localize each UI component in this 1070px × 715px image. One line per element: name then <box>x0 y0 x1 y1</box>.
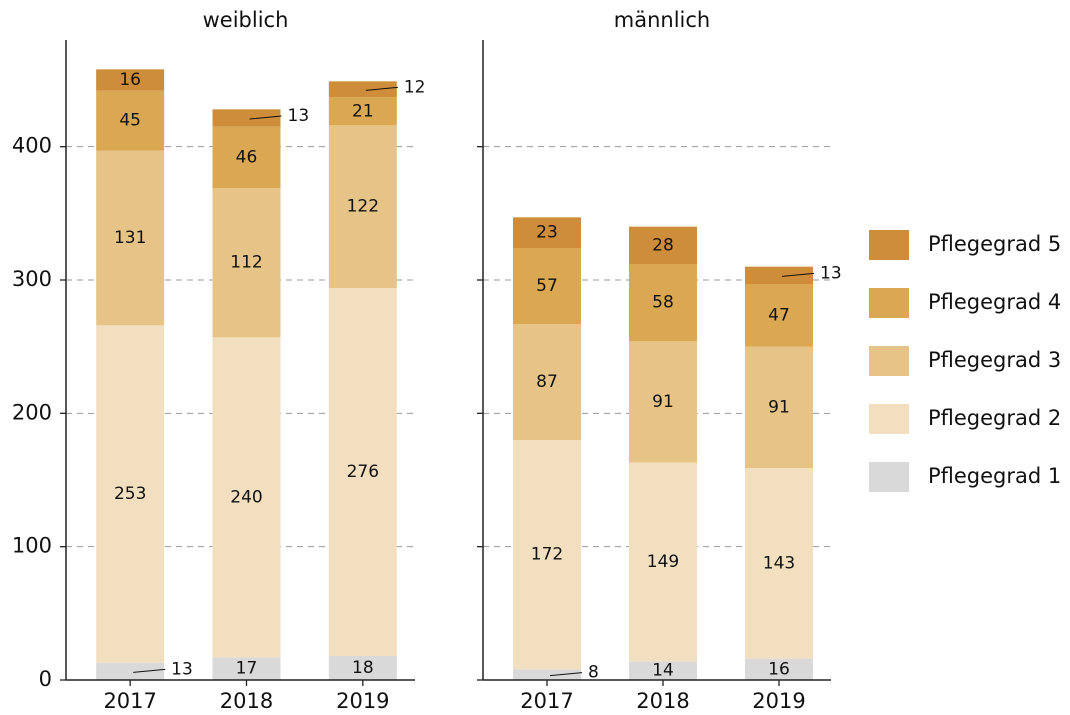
data-label: 14 <box>652 661 674 681</box>
x-tick-label: 2017 <box>520 689 573 713</box>
data-label: 17 <box>236 659 258 679</box>
bar-segment <box>745 266 813 284</box>
data-label: 131 <box>114 228 146 248</box>
leader-line <box>249 115 282 120</box>
x-tick-label: 2019 <box>336 689 389 713</box>
data-label: 12 <box>404 77 426 97</box>
panel-title: männlich <box>614 8 710 32</box>
leader-line <box>365 86 398 91</box>
bar-segment <box>328 288 397 656</box>
data-label: 253 <box>114 484 146 504</box>
y-tick-label: 200 <box>12 400 52 424</box>
bar-segment <box>513 217 581 248</box>
data-label: 91 <box>768 397 790 417</box>
data-label: 58 <box>652 293 674 313</box>
bar-segment <box>96 90 165 151</box>
legend-label: Pflegegrad 3 <box>928 348 1061 372</box>
y-tick-label: 400 <box>12 134 52 158</box>
data-label: 57 <box>536 276 558 296</box>
bar-segment <box>96 69 165 91</box>
data-label: 16 <box>768 659 790 679</box>
data-label: 240 <box>230 487 262 507</box>
bar-segment <box>212 188 281 338</box>
data-label: 28 <box>652 235 674 255</box>
bar-segment <box>96 325 165 663</box>
bar-segment <box>745 284 813 347</box>
bar-segment <box>513 324 581 440</box>
bar-segment <box>212 126 281 188</box>
bar-segment <box>745 468 813 659</box>
data-label: 149 <box>647 552 679 572</box>
legend-swatch <box>869 346 909 376</box>
data-label: 276 <box>347 462 379 482</box>
data-label: 122 <box>347 197 379 217</box>
bar-segment <box>328 656 397 680</box>
bar-segment <box>96 150 165 326</box>
y-tick-label: 100 <box>12 534 52 558</box>
data-label: 13 <box>820 263 842 283</box>
bar-segment <box>513 440 581 670</box>
data-label: 45 <box>119 111 141 131</box>
data-label: 18 <box>352 658 374 678</box>
data-label: 21 <box>352 101 374 121</box>
legend-swatch <box>869 404 909 434</box>
bar-segment <box>513 669 581 680</box>
bar-segment <box>629 226 697 264</box>
bar-segment <box>96 662 165 680</box>
data-label: 16 <box>119 70 141 90</box>
bar-segment <box>745 346 813 468</box>
bar-segment <box>212 657 281 680</box>
data-label: 13 <box>171 659 193 679</box>
bar-segment <box>328 81 397 98</box>
panel-title: weiblich <box>203 8 289 32</box>
legend-label: Pflegegrad 2 <box>928 406 1061 430</box>
leader-line <box>781 272 815 277</box>
legend-label: Pflegegrad 4 <box>928 290 1061 314</box>
data-label: 91 <box>652 392 674 412</box>
x-tick-label: 2018 <box>220 689 273 713</box>
bar-segment <box>328 125 397 288</box>
bar-segment <box>629 341 697 463</box>
data-label: 143 <box>763 553 795 573</box>
bar-segment <box>212 337 281 658</box>
data-label: 23 <box>536 223 558 243</box>
data-label: 172 <box>531 545 563 565</box>
bar-segment <box>629 462 697 662</box>
y-tick-label: 0 <box>39 667 52 691</box>
bar-segment <box>745 658 813 680</box>
legend-label: Pflegegrad 5 <box>928 232 1061 256</box>
data-label: 87 <box>536 372 558 392</box>
data-label: 46 <box>236 147 258 167</box>
y-tick-label: 300 <box>12 267 52 291</box>
data-label: 47 <box>768 305 790 325</box>
x-tick-label: 2019 <box>752 689 805 713</box>
bar-segment <box>212 109 281 127</box>
legend-swatch <box>869 462 909 492</box>
data-label: 8 <box>588 663 599 683</box>
leader-line <box>133 668 166 673</box>
x-tick-label: 2018 <box>636 689 689 713</box>
data-label: 13 <box>288 106 310 126</box>
bar-segment <box>629 264 697 342</box>
legend-swatch <box>869 288 909 318</box>
leader-line <box>549 672 583 677</box>
bar-segment <box>513 248 581 324</box>
bar-segment <box>328 97 397 126</box>
bar-segment <box>629 661 697 680</box>
legend-label: Pflegegrad 1 <box>928 464 1061 488</box>
x-tick-label: 2017 <box>103 689 156 713</box>
legend-swatch <box>869 230 909 260</box>
data-label: 112 <box>230 253 262 273</box>
